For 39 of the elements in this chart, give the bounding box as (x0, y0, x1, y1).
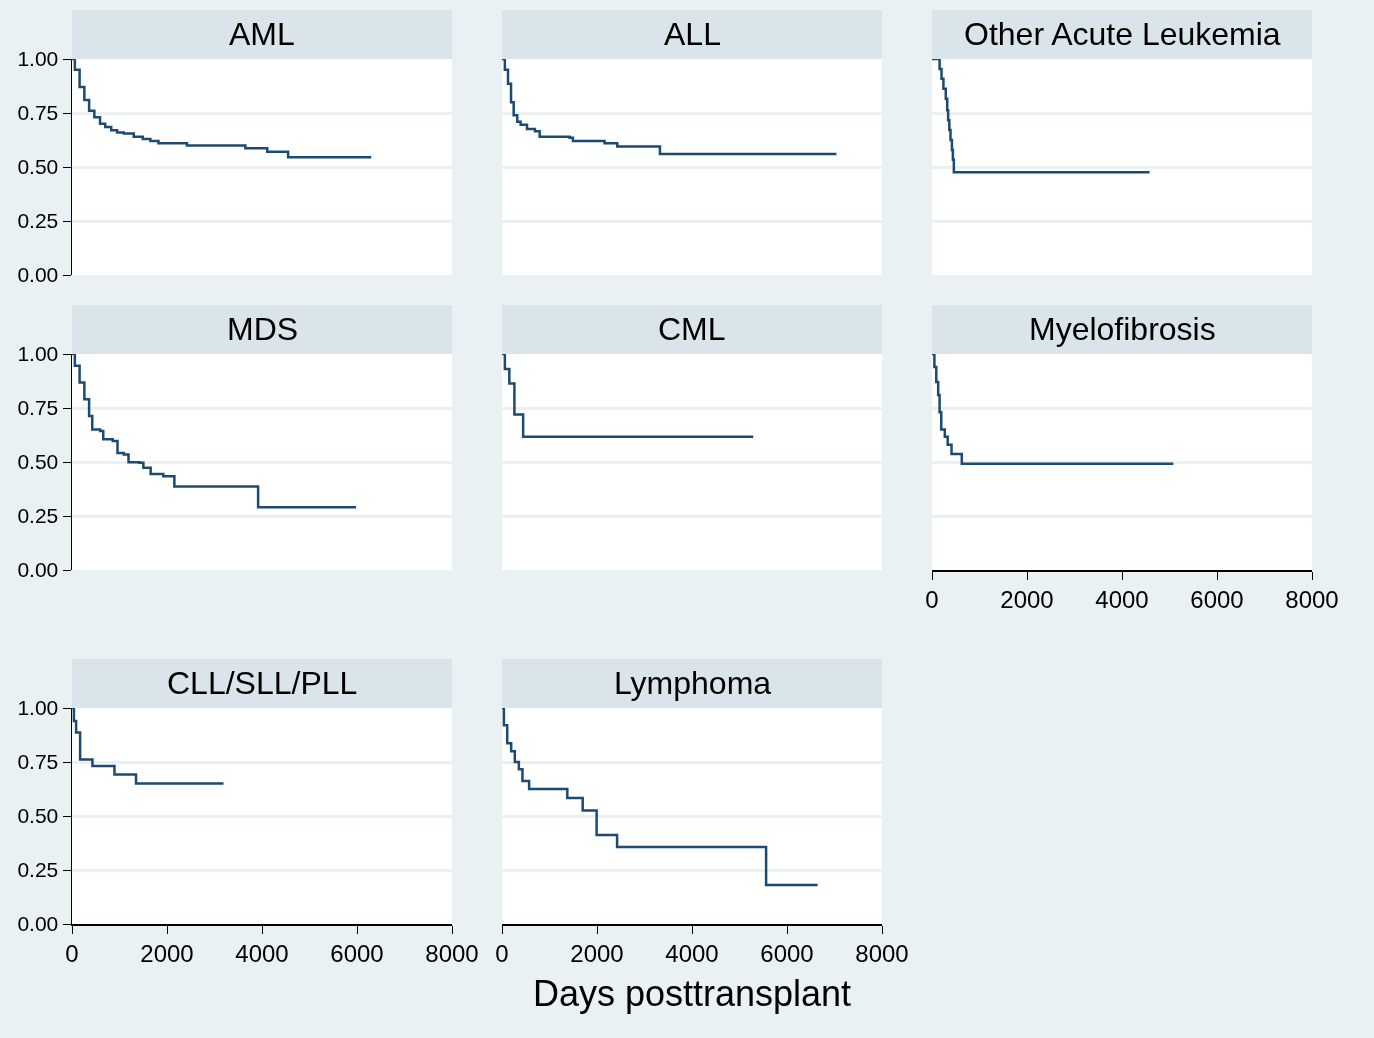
y-tick-label: 0.00 (17, 263, 59, 287)
chart-title: Other Acute Leukemia (964, 16, 1281, 52)
y-tick-label: 1.00 (17, 696, 59, 720)
y-tick-label: 0.50 (17, 804, 59, 828)
chart-title: ALL (664, 16, 721, 52)
x-tick-label: 2000 (570, 940, 624, 968)
x-tick-label: 8000 (855, 940, 909, 968)
chart-title: MDS (227, 311, 299, 347)
x-tick-label: 2000 (1000, 586, 1054, 614)
x-tick-label: 4000 (665, 940, 719, 968)
y-tick-label: 0.75 (17, 101, 59, 125)
y-tick-label: 0.00 (17, 558, 59, 582)
x-tick-label: 2000 (140, 940, 194, 968)
y-tick-label: 0.25 (17, 858, 59, 882)
y-tick-label: 0.25 (17, 504, 59, 528)
x-tick-label: 4000 (1095, 586, 1149, 614)
y-tick-label: 0.00 (17, 912, 59, 936)
y-tick-label: 1.00 (17, 342, 59, 366)
x-tick-label: 6000 (330, 940, 384, 968)
y-tick-label: 1.00 (17, 47, 59, 71)
x-tick-label: 0 (925, 586, 939, 614)
chart-title: AML (229, 16, 295, 52)
x-tick-label: 6000 (1190, 586, 1244, 614)
x-tick-label: 0 (495, 940, 509, 968)
y-tick-label: 0.75 (17, 750, 59, 774)
chart-title: CML (658, 311, 726, 347)
y-tick-label: 0.25 (17, 209, 59, 233)
chart-title: Lymphoma (614, 665, 772, 701)
x-tick-label: 6000 (760, 940, 814, 968)
y-tick-label: 0.50 (17, 155, 59, 179)
x-axis-title: Days posttransplant (532, 972, 852, 1014)
x-tick-label: 4000 (235, 940, 289, 968)
x-tick-label: 0 (65, 940, 79, 968)
chart-title: CLL/SLL/PLL (167, 665, 358, 701)
y-tick-label: 0.75 (17, 396, 59, 420)
x-tick-label: 8000 (1285, 586, 1339, 614)
y-tick-label: 0.50 (17, 450, 59, 474)
chart-title: Myelofibrosis (1029, 311, 1216, 347)
x-tick-label: 8000 (425, 940, 479, 968)
